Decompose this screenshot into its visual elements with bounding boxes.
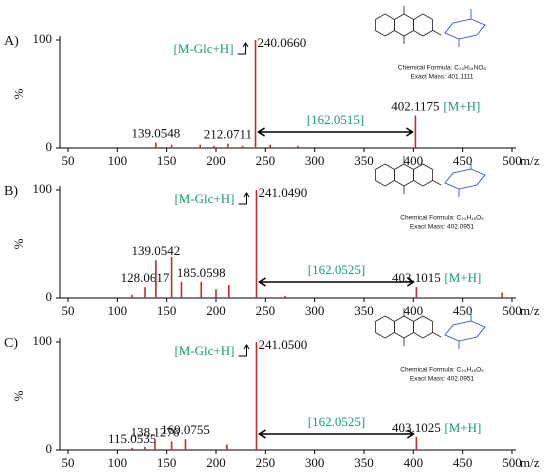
x-tick-label: 250: [256, 303, 276, 318]
peak-label: 402.1175: [391, 99, 439, 114]
peak-label: 403.1015: [392, 270, 441, 285]
x-tick-label: 350: [354, 303, 374, 318]
x-tick-label: 300: [305, 455, 325, 470]
structure: [375, 308, 486, 349]
x-tick-label: 50: [62, 455, 75, 470]
x-tick-label: 250: [256, 153, 276, 168]
compound-formula: Chemical Formula: C₂₀H₁₈O₉: [400, 215, 484, 222]
panel-label: B): [4, 184, 18, 199]
x-tick-label: 200: [206, 455, 226, 470]
x-tick-label: 100: [108, 303, 128, 318]
x-axis-label: m/z: [520, 303, 540, 318]
fragment-label: [M-Glc+H]: [174, 191, 234, 206]
x-tick-label: 50: [62, 153, 75, 168]
sugar-ring: [444, 168, 486, 190]
y-tick-label: 100: [33, 333, 53, 348]
fragment-arrow: [238, 192, 250, 205]
x-tick-label: 450: [453, 455, 473, 470]
compound-mass: Exact Mass: 401.1111: [411, 74, 474, 81]
x-tick-label: 450: [453, 303, 473, 318]
y-tick-label: 0: [46, 289, 53, 304]
panel-label: A): [4, 34, 19, 49]
peak-label: 138.1276: [131, 424, 180, 439]
structure-bond: [431, 331, 442, 338]
x-tick-label: 200: [206, 153, 226, 168]
x-tick-label: 350: [354, 153, 374, 168]
structure-ring: [394, 13, 414, 37]
difference-arrow: [257, 127, 414, 137]
x-tick-label: 250: [256, 455, 276, 470]
mass-difference-label: [162.0525]: [308, 262, 365, 277]
molecular-label: [M+H]: [443, 99, 480, 114]
x-tick-label: 150: [157, 303, 177, 318]
peak-label: 115.0535: [108, 431, 156, 446]
peak-label: 212.0711: [204, 127, 252, 142]
structure-ring: [375, 13, 395, 37]
peak-label: 403.1025: [392, 420, 441, 435]
compound-mass: Exact Mass: 402.0951: [410, 376, 475, 383]
structure-bond: [431, 179, 442, 186]
x-axis-label: m/z: [520, 455, 540, 470]
x-tick-label: 400: [404, 303, 424, 318]
x-tick-label: 50: [62, 303, 75, 318]
molecular-label: [M+H]: [444, 270, 481, 285]
structure-ring: [375, 315, 395, 339]
peak-label: 241.0490: [259, 185, 308, 200]
x-tick-label: 300: [305, 153, 325, 168]
x-tick-label: 300: [305, 303, 325, 318]
peak-label: 139.0542: [131, 243, 180, 258]
y-axis-label: %: [11, 88, 26, 99]
structure-ring: [413, 13, 433, 37]
fragment-label: [M-Glc+H]: [173, 41, 233, 56]
molecular-label: [M+H]: [444, 420, 481, 435]
y-axis-label: %: [11, 390, 26, 401]
y-tick-label: 100: [33, 31, 53, 46]
x-tick-label: 400: [404, 153, 424, 168]
structure-ring: [413, 315, 433, 339]
mass-difference-label: [162.0525]: [308, 414, 365, 429]
difference-arrow: [258, 277, 415, 287]
peak-label: 128.0617: [121, 270, 170, 285]
fragment-arrow: [237, 42, 249, 55]
x-tick-label: 200: [206, 303, 226, 318]
peak-label: 240.0660: [258, 35, 307, 50]
y-tick-label: 0: [46, 441, 53, 456]
fragment-label: [M-Glc+H]: [174, 343, 234, 358]
mass-difference-label: [162.0515]: [307, 112, 364, 127]
sugar-ring: [444, 320, 486, 342]
sugar-ring: [444, 18, 486, 40]
peak-label: 185.0598: [177, 265, 226, 280]
compound-formula: Chemical Formula: C₂₀H₁₈O₉: [400, 367, 484, 374]
structure-ring: [375, 163, 395, 187]
peak-label: 139.0548: [131, 126, 180, 141]
y-axis-label: %: [11, 238, 26, 249]
x-tick-label: 500: [502, 303, 522, 318]
x-axis-label: m/z: [520, 153, 540, 168]
peak-label: 241.0500: [259, 337, 308, 352]
structure-ring: [394, 315, 414, 339]
compound-formula: Chemical Formula: C₂₀H₁₉NO₈: [398, 65, 486, 72]
structure-ring: [413, 163, 433, 187]
x-tick-label: 450: [453, 153, 473, 168]
x-tick-label: 350: [354, 455, 374, 470]
x-tick-label: 500: [502, 153, 522, 168]
compound-mass: Exact Mass: 402.0951: [410, 224, 475, 231]
structure-bond: [431, 29, 442, 36]
peak-label: 169.0755: [161, 422, 210, 437]
x-tick-label: 100: [108, 455, 128, 470]
y-tick-label: 100: [33, 181, 53, 196]
x-tick-label: 150: [157, 455, 177, 470]
fragment-arrow: [238, 344, 250, 357]
x-tick-label: 100: [108, 153, 128, 168]
panel-label: C): [4, 336, 18, 351]
difference-arrow: [258, 429, 415, 439]
x-tick-label: 150: [157, 153, 177, 168]
x-tick-label: 400: [404, 455, 424, 470]
y-tick-label: 0: [46, 139, 53, 154]
structure: [375, 156, 486, 197]
x-tick-label: 500: [502, 455, 522, 470]
structure: [375, 6, 486, 47]
